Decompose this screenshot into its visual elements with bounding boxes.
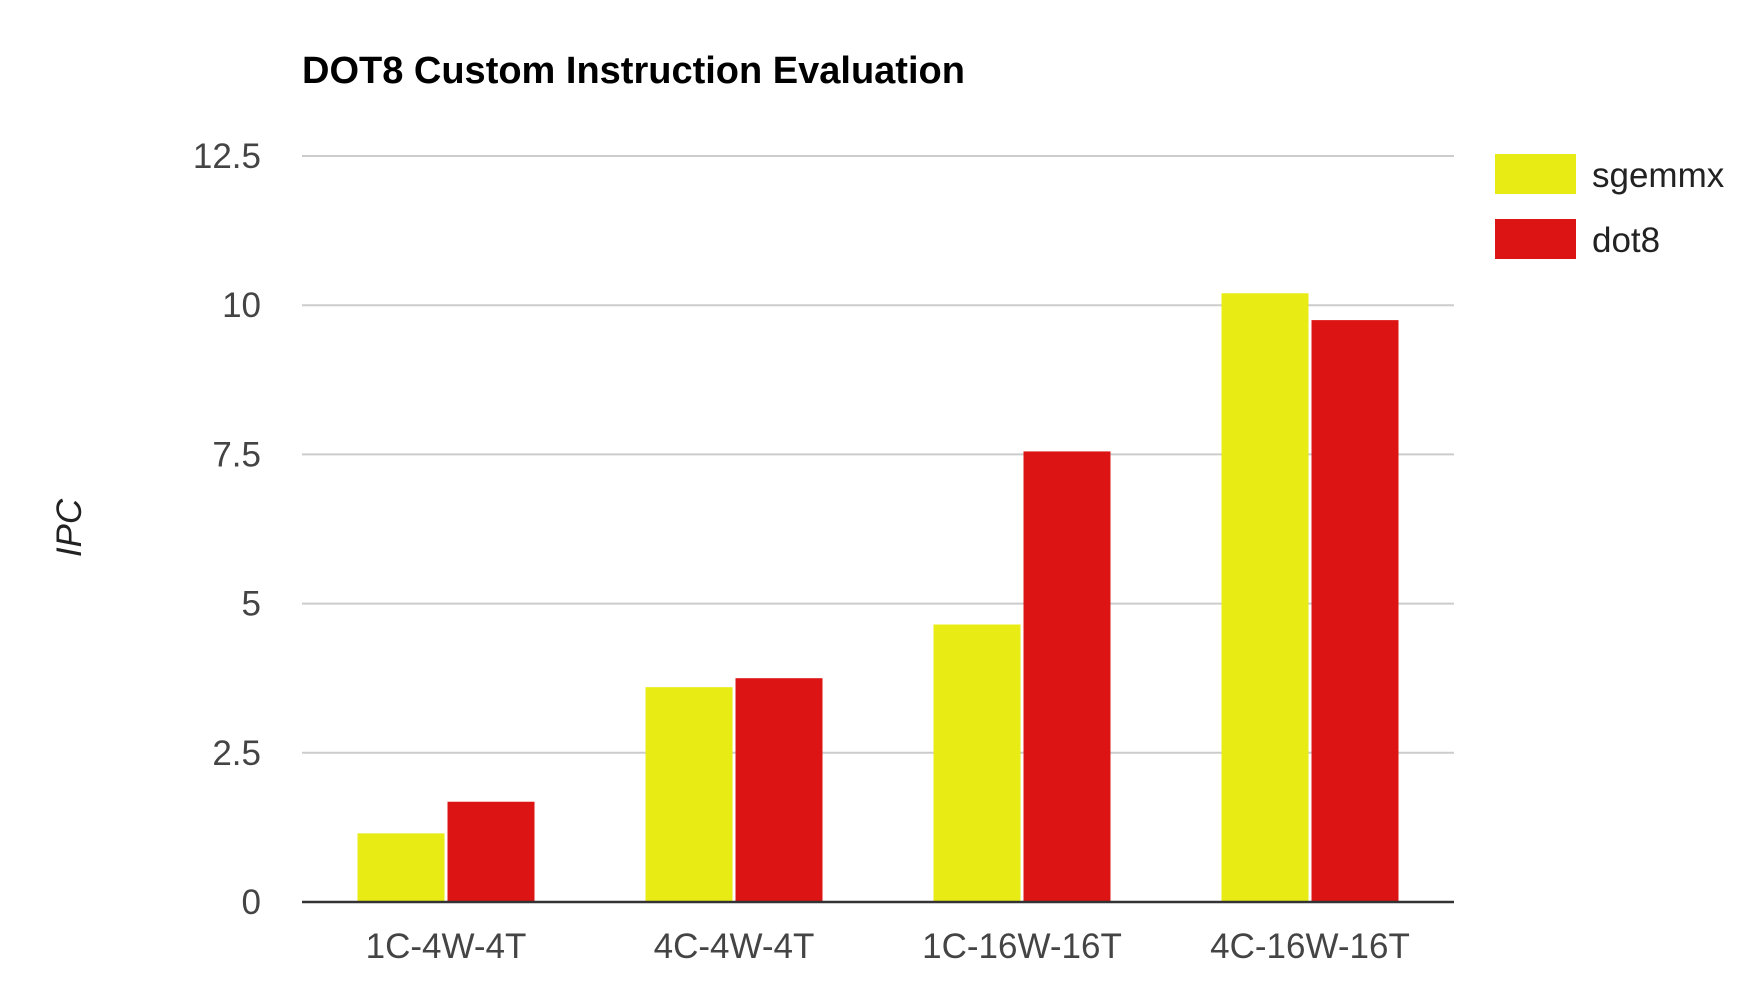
- y-axis-title: IPC: [50, 498, 89, 557]
- x-tick-label: 4C-4W-4T: [654, 927, 815, 966]
- y-tick-label: 5: [242, 585, 261, 624]
- bar-sgemmx-4C-4W-4T: [645, 687, 733, 902]
- y-tick-label: 0: [242, 883, 261, 922]
- bar-dot8-4C-16W-16T: [1311, 320, 1399, 902]
- bar-sgemmx-4C-16W-16T: [1221, 293, 1309, 902]
- y-tick-label: 10: [222, 286, 261, 325]
- legend-swatch-sgemmx: [1495, 154, 1576, 194]
- x-tick-label: 4C-16W-16T: [1210, 927, 1410, 966]
- legend-label-sgemmx: sgemmx: [1592, 156, 1725, 195]
- bar-sgemmx-1C-16W-16T: [933, 624, 1021, 902]
- y-axis-ticks: 0 2.5 5 7.5 10 12.5: [193, 137, 261, 922]
- bar-dot8-1C-4W-4T: [447, 801, 535, 902]
- chart-title: DOT8 Custom Instruction Evaluation: [302, 50, 965, 92]
- bar-dot8-4C-4W-4T: [735, 678, 823, 902]
- bar-sgemmx-1C-4W-4T: [357, 833, 445, 902]
- y-tick-label: 12.5: [193, 137, 261, 176]
- x-tick-label: 1C-16W-16T: [922, 927, 1122, 966]
- y-tick-label: 7.5: [212, 435, 261, 474]
- legend-label-dot8: dot8: [1592, 221, 1660, 260]
- legend-swatch-dot8: [1495, 219, 1576, 259]
- bars: [357, 293, 1399, 902]
- y-tick-label: 2.5: [212, 734, 261, 773]
- x-tick-label: 1C-4W-4T: [366, 927, 527, 966]
- bar-dot8-1C-16W-16T: [1023, 451, 1111, 902]
- x-axis-ticks: 1C-4W-4T 4C-4W-4T 1C-16W-16T 4C-16W-16T: [366, 927, 1410, 966]
- legend: sgemmx dot8: [1495, 154, 1725, 260]
